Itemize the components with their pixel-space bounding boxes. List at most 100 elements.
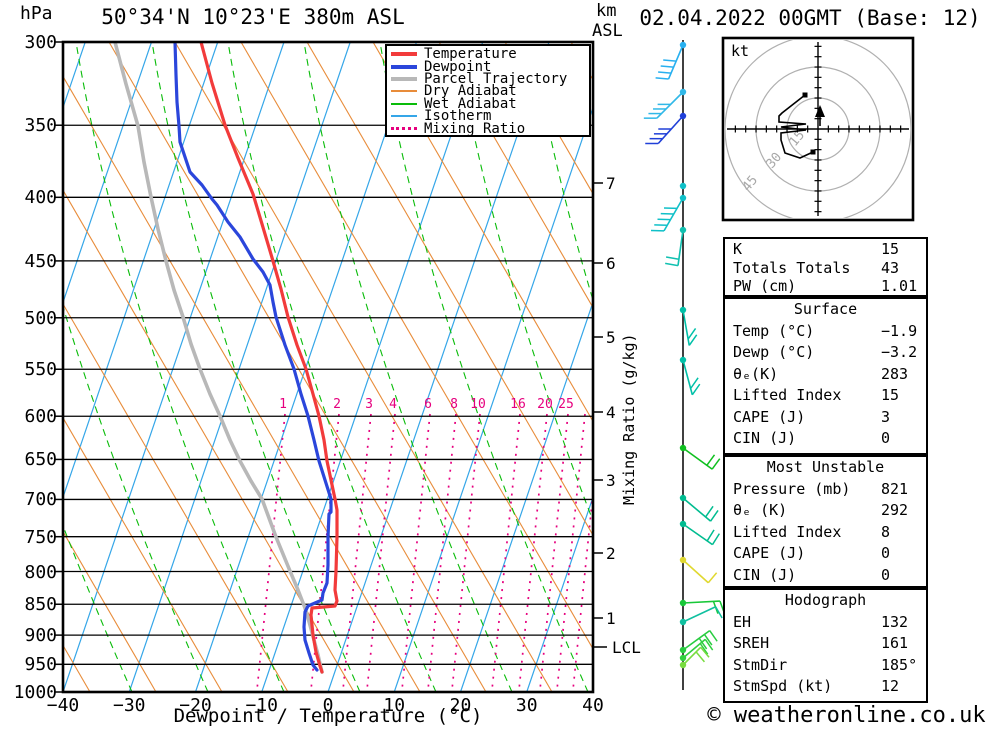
pressure-tick-label: 800 [24, 561, 57, 583]
stat-value: 0 [881, 565, 891, 584]
page-title: 50°34'N 10°23'E 380m ASL [101, 5, 405, 29]
stat-label: Dewp (°C) [733, 343, 815, 361]
skewt-plot [63, 42, 593, 692]
mixing-ratio-label: 16 [510, 397, 526, 412]
temp-tick-label: 40 [582, 695, 604, 716]
wind-barb-feather [688, 334, 698, 346]
legend-item-label: Isotherm [424, 108, 492, 125]
stat-label: θₑ (K) [733, 501, 788, 519]
mixing-ratio-label: 8 [450, 397, 458, 412]
temp-tick-label: −30 [112, 695, 146, 716]
wind-barb-staff [682, 447, 713, 470]
stat-row: PW (cm) 1.01 [733, 277, 926, 296]
km-tick-label: 7 [606, 174, 616, 193]
wind-barb-feather [709, 630, 718, 642]
mixing-ratio-label: 3 [365, 397, 373, 412]
wind-barb-feather [699, 643, 709, 655]
stats-box-hodograph-stats: Hodograph EH 132 SREH 161 StmDir 185° StmSpd (k… [723, 588, 928, 703]
hodograph-dot [802, 92, 808, 98]
legend-line-sample [391, 115, 417, 118]
wind-barb-feather [707, 572, 718, 584]
stats-section-title: Hodograph [784, 591, 867, 609]
pressure-tick-label: 900 [24, 625, 57, 647]
hodograph-trace [778, 94, 814, 159]
wind-barb-feather [658, 71, 672, 74]
temp-tick-label: 10 [383, 695, 406, 716]
stat-row: Pressure (mb) 821 [733, 480, 926, 502]
km-tick-label: 4 [606, 403, 616, 422]
stat-row: CIN (J) 0 [733, 566, 926, 588]
stat-label: CAPE (J) [733, 544, 806, 562]
stats-box-most-unstable: Most Unstable Pressure (mb) 821 θₑ (K) 292 Li… [723, 455, 928, 588]
stat-value: 821 [881, 479, 909, 498]
wind-barb-feather [655, 77, 669, 80]
stat-row: CAPE (J) 3 [733, 408, 926, 430]
legend-item: Dewpoint [391, 59, 589, 75]
legend-item-label: Parcel Trajectory [424, 70, 568, 87]
stat-value: −1.9 [881, 321, 918, 340]
km-tick-label: 1 [606, 609, 616, 628]
stat-value: 132 [881, 612, 909, 631]
legend-item: Temperature [391, 46, 589, 63]
stat-row: θₑ (K) 292 [733, 501, 926, 523]
stat-label: EH [733, 612, 752, 631]
pressure-tick-label: 650 [24, 449, 57, 471]
legend-line-sample [391, 90, 417, 93]
wind-barb-staff [682, 646, 702, 666]
wind-barb-staff [682, 359, 694, 395]
pressure-tick-label: 700 [24, 489, 57, 511]
stat-row: SREH 161 [733, 634, 926, 656]
wind-barb-staff [682, 309, 691, 346]
mixing-ratio-label: 20 [537, 397, 553, 412]
stat-value: 292 [881, 501, 909, 519]
legend-item: Isotherm [391, 108, 589, 125]
series-dewpoint [173, 42, 333, 672]
temp-tick-label: −20 [179, 695, 212, 716]
wind-barb-feather [663, 59, 677, 62]
legend-line-sample [391, 127, 417, 131]
legend-item-label: Mixing Ratio [424, 120, 526, 137]
stat-row: Temp (°C) −1.9 [733, 322, 926, 344]
legend-line-sample [391, 52, 417, 57]
stats-section-title: Most Unstable [766, 458, 885, 476]
lcl-label: LCL [612, 638, 641, 657]
legend-item-label: Temperature [424, 46, 517, 63]
wind-barb-feather [660, 65, 674, 68]
legend-item: Dry Adiabat [391, 83, 589, 100]
stat-label: θₑ(K) [733, 364, 779, 383]
legend-item: Mixing Ratio [391, 120, 589, 137]
pressure-tick-label: 850 [24, 594, 57, 616]
stat-label: CIN (J) [733, 565, 797, 584]
wind-barb-column [643, 40, 726, 690]
pressure-tick-label: 950 [24, 654, 57, 676]
temp-tick-label: 20 [449, 695, 472, 716]
stat-value: 185° [881, 655, 918, 674]
wind-barb-feather [704, 505, 714, 518]
pressure-tick-label: 600 [24, 406, 57, 428]
stat-label: CIN (J) [733, 429, 797, 447]
legend-line-sample [391, 76, 417, 81]
mixing-ratio-label: 6 [424, 397, 432, 412]
stat-label: Pressure (mb) [733, 479, 851, 498]
wind-barb-feather [665, 256, 680, 260]
wind-barb-staff [682, 638, 706, 659]
legend-item: Wet Adiabat [391, 96, 589, 112]
pressure-tick-label: 750 [24, 526, 57, 548]
stat-row: Totals Totals 43 [733, 259, 926, 278]
wind-barb-staff [677, 229, 684, 266]
stat-label: StmDir [733, 655, 788, 674]
date-title: 02.04.2022 00GMT (Base: 12) [639, 6, 981, 30]
stat-value: −3.2 [881, 343, 918, 361]
stat-value: 3 [881, 407, 891, 426]
stat-row: StmSpd (kt) 12 [733, 677, 926, 699]
stat-label: Lifted Index [733, 386, 842, 404]
legend-item-label: Dry Adiabat [424, 83, 517, 100]
wind-barb-feather [690, 377, 699, 389]
wind-barb-staff [682, 629, 711, 651]
wind-barb-staff [682, 606, 716, 623]
stat-label: K [733, 240, 743, 258]
stat-row: CIN (J) 0 [733, 429, 926, 451]
pressure-tick-label: 550 [24, 359, 57, 381]
